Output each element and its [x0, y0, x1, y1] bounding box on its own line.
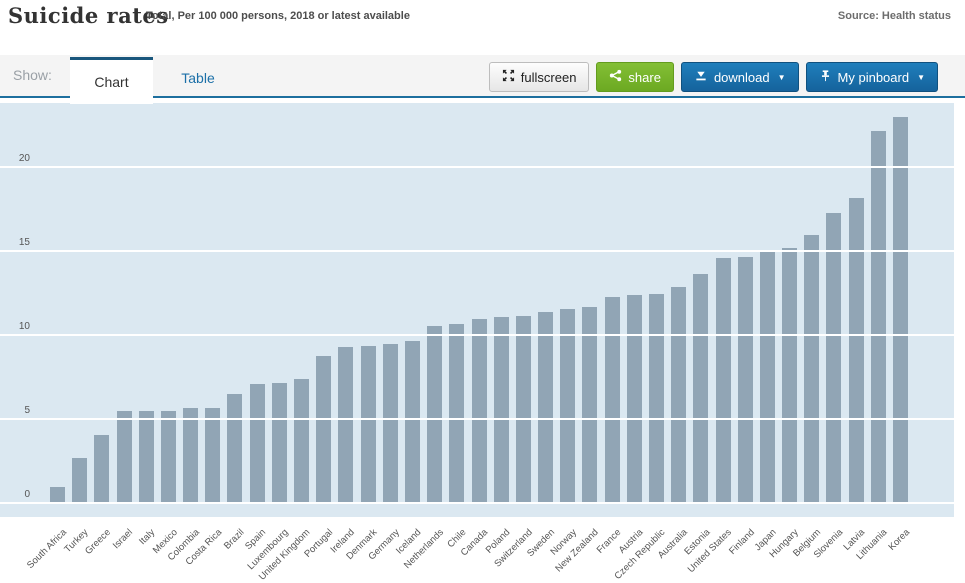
y-tick-label: 0 — [24, 489, 30, 500]
bar[interactable] — [648, 293, 664, 502]
bar[interactable] — [294, 379, 310, 502]
download-button[interactable]: download ▼ — [680, 62, 799, 92]
x-axis-label-text: Brazil — [221, 527, 247, 552]
pushpin-icon — [819, 69, 832, 86]
tab-chart[interactable]: Chart — [70, 57, 153, 104]
bar[interactable] — [249, 384, 265, 502]
toolbar: Show: Chart Table fullscreen — [0, 55, 965, 104]
x-axis-label-text: Korea — [886, 527, 912, 553]
download-icon — [694, 69, 708, 85]
bar[interactable] — [737, 256, 753, 502]
bar[interactable] — [582, 307, 598, 502]
bar[interactable] — [870, 130, 886, 502]
x-axis-label-text: South Africa — [24, 527, 69, 572]
download-button-label: download — [713, 69, 770, 85]
chevron-down-icon: ▼ — [917, 72, 925, 82]
fullscreen-button-label: fullscreen — [520, 69, 577, 85]
page-title: Suicide rates — [8, 3, 169, 28]
bar[interactable] — [493, 317, 509, 502]
bar[interactable] — [759, 251, 775, 502]
my-pinboard-button-label: My pinboard — [837, 69, 910, 85]
bar[interactable] — [427, 325, 443, 502]
gridline-10 — [0, 333, 954, 336]
gridline-0 — [0, 501, 954, 504]
bar[interactable] — [604, 297, 620, 502]
bar[interactable] — [316, 355, 332, 502]
bar[interactable] — [271, 382, 287, 502]
bar[interactable] — [116, 411, 132, 502]
bar[interactable] — [138, 411, 154, 502]
bar[interactable] — [804, 234, 820, 502]
my-pinboard-button[interactable]: My pinboard ▼ — [805, 62, 938, 92]
bar[interactable] — [671, 286, 687, 502]
bar[interactable] — [693, 273, 709, 502]
gridline-20 — [0, 165, 954, 168]
x-axis-label: Greece — [83, 517, 113, 577]
y-tick-label: 20 — [18, 153, 30, 164]
x-axis-label: Netherlands — [402, 517, 446, 577]
x-axis-label: Finland — [727, 517, 757, 577]
bar[interactable] — [404, 340, 420, 502]
x-axis-label: Lithuania — [855, 517, 890, 577]
bar[interactable] — [782, 248, 798, 502]
fullscreen-button[interactable]: fullscreen — [488, 62, 590, 92]
bar[interactable] — [72, 458, 88, 502]
header: Suicide rates Total, Per 100 000 persons… — [0, 0, 965, 55]
y-tick-label: 10 — [18, 321, 30, 332]
source-label: Source: Health status — [837, 10, 951, 22]
fullscreen-expand-icon — [502, 69, 515, 85]
bar-series — [50, 103, 908, 502]
bar[interactable] — [338, 347, 354, 502]
bar[interactable] — [893, 117, 908, 502]
bar[interactable] — [560, 308, 576, 502]
y-tick-label: 15 — [18, 237, 30, 248]
gridline-5 — [0, 417, 954, 420]
bar[interactable] — [471, 318, 487, 502]
bar[interactable] — [205, 407, 221, 502]
bar[interactable] — [183, 407, 199, 502]
page-subtitle: Total, Per 100 000 persons, 2018 or late… — [146, 10, 410, 22]
x-axis-label-text: Israel — [111, 527, 136, 552]
x-axis-label: Brazil — [222, 517, 247, 577]
x-axis-label: Slovenia — [812, 517, 846, 577]
tab-table[interactable]: Table — [181, 69, 215, 86]
x-axis-labels: South Africa Turkey Greece Israel Italy Mexic… — [25, 517, 912, 583]
bar[interactable] — [160, 411, 176, 502]
bar[interactable] — [227, 394, 243, 502]
bar[interactable] — [715, 258, 731, 502]
bar[interactable] — [826, 213, 842, 502]
bar[interactable] — [50, 486, 65, 502]
gridline-15 — [0, 249, 954, 252]
toolbar-buttons: fullscreen share — [488, 62, 938, 92]
x-axis-label-text: France — [594, 527, 624, 556]
share-button[interactable]: share — [596, 62, 674, 92]
bar[interactable] — [94, 434, 110, 502]
bar[interactable] — [449, 323, 465, 502]
bar[interactable] — [626, 295, 642, 502]
bar[interactable] — [382, 344, 398, 502]
bar[interactable] — [360, 345, 376, 502]
y-tick-label: 5 — [24, 405, 30, 416]
x-axis-label: Costa Rica — [183, 517, 224, 577]
chevron-down-icon: ▼ — [777, 72, 786, 82]
bar[interactable] — [848, 197, 864, 502]
bar[interactable] — [515, 315, 531, 502]
bar[interactable] — [538, 312, 554, 502]
share-button-label: share — [628, 69, 661, 85]
chart-plot-area: 0 5 10 15 20 — [0, 103, 954, 517]
x-axis-label: Korea — [886, 517, 912, 577]
show-label: Show: — [13, 67, 52, 83]
share-icon — [609, 69, 622, 85]
x-axis-label: Israel — [111, 517, 135, 577]
